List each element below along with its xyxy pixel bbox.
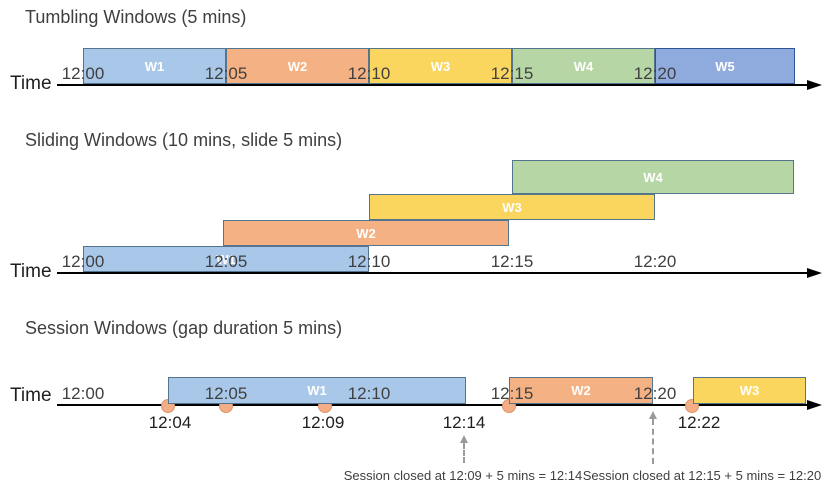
tumbling-tick-label: 12:00 (61, 64, 105, 83)
tumbling-window-w4: W4 (512, 48, 655, 84)
session-window-w3: W3 (693, 377, 806, 404)
window-label: W2 (571, 383, 591, 398)
session-title: Session Windows (gap duration 5 mins) (25, 318, 343, 338)
session-tick-label: 12:20 (633, 384, 677, 403)
session-tick-label: 12:10 (347, 384, 391, 403)
sliding-window-w2: W2 (223, 220, 509, 246)
sliding-tick-label: 12:00 (61, 252, 105, 271)
window-label: W1 (307, 383, 327, 398)
event-time-label: 12:09 (301, 413, 345, 432)
window-label: W3 (430, 58, 451, 74)
window-label: W5 (715, 58, 735, 74)
dashed-arrow-line (652, 419, 654, 464)
session-close-annotation: Session closed at 12:09 + 5 mins = 12:14 (343, 468, 583, 483)
session-close-annotation: Session closed at 12:15 + 5 mins = 12:20 (582, 468, 822, 483)
tumbling-axis-arrowhead-icon (807, 80, 822, 90)
sliding-tick-label: 12:20 (633, 252, 677, 271)
tumbling-tick-label: 12:10 (347, 64, 391, 83)
window-label: W4 (643, 169, 663, 185)
sliding-axis-arrowhead-icon (807, 268, 822, 278)
event-time-label: 12:14 (442, 413, 486, 432)
tumbling-time-axis (57, 84, 807, 86)
dashed-arrow-head-icon (460, 435, 468, 443)
tumbling-time-axis-label: Time (10, 73, 52, 94)
dashed-arrow-head-icon (649, 411, 657, 419)
sliding-window-w4: W4 (512, 160, 794, 194)
window-label: W2 (287, 58, 308, 74)
tumbling-window-w5: W5 (655, 48, 795, 84)
event-time-label: 12:22 (677, 413, 721, 432)
tumbling-tick-label: 12:15 (490, 64, 534, 83)
sliding-time-axis (57, 272, 807, 274)
tumbling-tick-label: 12:20 (633, 64, 677, 83)
tumbling-tick-label: 12:05 (204, 64, 248, 83)
session-window-w2: W2 (509, 377, 653, 404)
tumbling-title: Tumbling Windows (5 mins) (25, 7, 247, 27)
window-label: W3 (502, 199, 522, 215)
session-time-axis-label: Time (10, 385, 52, 406)
sliding-tick-label: 12:05 (204, 252, 248, 271)
event-time-label: 12:04 (148, 413, 192, 432)
session-axis-arrowhead-icon (807, 400, 822, 410)
tumbling-window-w3: W3 (369, 48, 512, 84)
sliding-window-w3: W3 (369, 194, 655, 220)
window-label: W3 (739, 383, 760, 398)
session-tick-label: 12:00 (61, 384, 105, 403)
window-label: W4 (573, 58, 594, 74)
sliding-window-w1: W1 (83, 246, 369, 272)
sliding-title: Sliding Windows (10 mins, slide 5 mins) (25, 130, 343, 150)
session-window-w1: W1 (168, 377, 466, 404)
session-time-axis (57, 404, 807, 406)
window-label: W1 (216, 251, 236, 267)
session-tick-label: 12:05 (204, 384, 248, 403)
window-label: W1 (144, 58, 165, 74)
tumbling-window-w2: W2 (226, 48, 369, 84)
window-label: W2 (356, 225, 376, 241)
sliding-time-axis-label: Time (10, 261, 52, 282)
tumbling-window-w1: W1 (83, 48, 226, 84)
session-tick-label: 12:15 (490, 384, 534, 403)
sliding-tick-label: 12:10 (347, 252, 391, 271)
sliding-tick-label: 12:15 (490, 252, 534, 271)
dashed-arrow-line (463, 443, 465, 463)
